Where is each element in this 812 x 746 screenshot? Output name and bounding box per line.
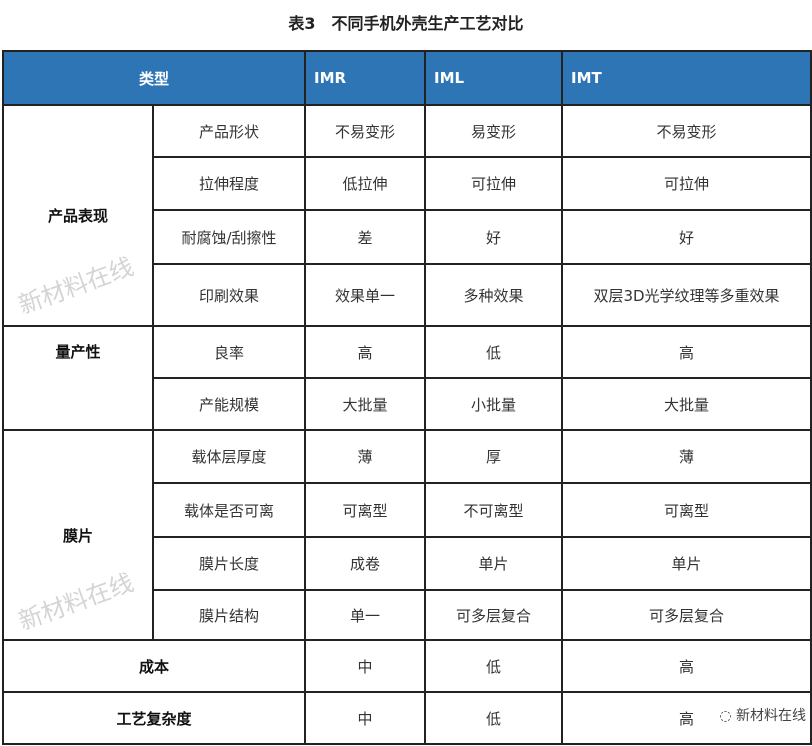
logo-text: 新材料在线	[736, 708, 806, 724]
value-cell: 大批量	[561, 377, 812, 431]
table-row: 载体是否可离 可离型 不可离型 可离型	[3, 482, 812, 538]
value-cell: 低	[424, 691, 564, 745]
value-cell: 多种效果	[424, 263, 564, 327]
wechat-logo-watermark: ◌ 新材料在线	[719, 705, 806, 725]
value-cell: 薄	[304, 429, 427, 484]
header-type: 类型	[1, 50, 307, 106]
value-cell: 高	[561, 325, 812, 379]
table-row: 耐腐蚀/刮擦性差好好	[3, 209, 812, 265]
group-label: 量产性	[2, 325, 154, 431]
value-cell: 可多层复合	[561, 589, 812, 641]
value-cell: 单片	[424, 536, 564, 591]
value-cell: 低拉伸	[304, 156, 427, 211]
value-cell: 效果单一	[304, 263, 427, 327]
item-label: 载体层厚度	[151, 429, 307, 484]
table-row: 膜片长度 成卷 单片 单片	[3, 536, 812, 591]
table-title: 表3 不同手机外壳生产工艺对比	[288, 14, 524, 33]
value-cell: 中	[304, 691, 427, 745]
value-cell: 好	[424, 209, 564, 265]
group-label: 膜片	[2, 429, 154, 641]
table-row: 工艺复杂度中低高	[1, 691, 812, 745]
table-row: 量产性 良率高低高	[2, 325, 812, 431]
value-cell: 好	[561, 209, 812, 265]
item-label: 膜片长度	[151, 536, 307, 591]
value-cell: 中	[304, 639, 427, 693]
value-cell: 不易变形	[304, 104, 427, 158]
value-cell: 双层3D光学纹理等多重效果	[561, 263, 812, 327]
value-cell: 差	[304, 209, 427, 265]
header-iml: IML	[424, 50, 564, 106]
value-cell: 低	[424, 325, 564, 379]
header-row: 类型 IMR IML IMT	[1, 50, 812, 106]
item-label: 拉伸程度	[151, 156, 307, 211]
value-cell: 高	[304, 325, 427, 379]
item-label: 产品形状	[151, 104, 307, 158]
value-cell: 小批量	[424, 377, 564, 431]
value-cell: 可拉伸	[424, 156, 564, 211]
item-label: 载体是否可离	[151, 482, 307, 538]
header-imt: IMT	[561, 50, 812, 106]
row-label: 工艺复杂度	[1, 691, 307, 745]
value-cell: 厚	[424, 429, 564, 484]
table-row: 拉伸程度 低拉伸 可拉伸 可拉伸	[3, 156, 812, 211]
table-row: 产能规模 大批量 小批量 大批量	[3, 377, 812, 431]
value-cell: 薄	[561, 429, 812, 484]
group-label: 产品表现	[2, 104, 154, 327]
value-cell: 高	[561, 639, 812, 693]
item-label: 印刷效果	[151, 263, 307, 327]
wechat-icon: ◌	[719, 708, 732, 724]
table-row: 产品表现 产品形状 不易变形 易变形 不易变形	[2, 104, 812, 327]
item-label: 膜片结构	[151, 589, 307, 641]
value-cell: 单片	[561, 536, 812, 591]
value-cell: 可离型	[561, 482, 812, 538]
value-cell: 不易变形	[561, 104, 812, 158]
value-cell: 成卷	[304, 536, 427, 591]
value-cell: 单一	[304, 589, 427, 641]
item-label: 良率	[151, 325, 307, 379]
table-row: 印刷效果 效果单一 多种效果 双层3D光学纹理等多重效果	[3, 263, 812, 327]
value-cell: 可离型	[304, 482, 427, 538]
value-cell: 低	[424, 639, 564, 693]
value-cell: 可多层复合	[424, 589, 564, 641]
item-label: 产能规模	[151, 377, 307, 431]
value-cell: 易变形	[424, 104, 564, 158]
value-cell: 大批量	[304, 377, 427, 431]
table-row: 成本中低高	[1, 639, 812, 693]
value-cell: 可拉伸	[561, 156, 812, 211]
item-label: 耐腐蚀/刮擦性	[151, 209, 307, 265]
value-cell: 不可离型	[424, 482, 564, 538]
header-imr: IMR	[304, 50, 427, 106]
table-row: 膜片 载体层厚度薄厚薄	[2, 429, 812, 641]
comparison-table: 类型 IMR IML IMT 产品表现 产品形状 不易变形 易变形 不易变形 拉伸程度 低拉…	[1, 50, 812, 745]
row-label: 成本	[1, 639, 307, 693]
table-row: 膜片结构 单一 可多层复合 可多层复合	[3, 589, 812, 641]
value-cell: 高	[561, 691, 812, 745]
